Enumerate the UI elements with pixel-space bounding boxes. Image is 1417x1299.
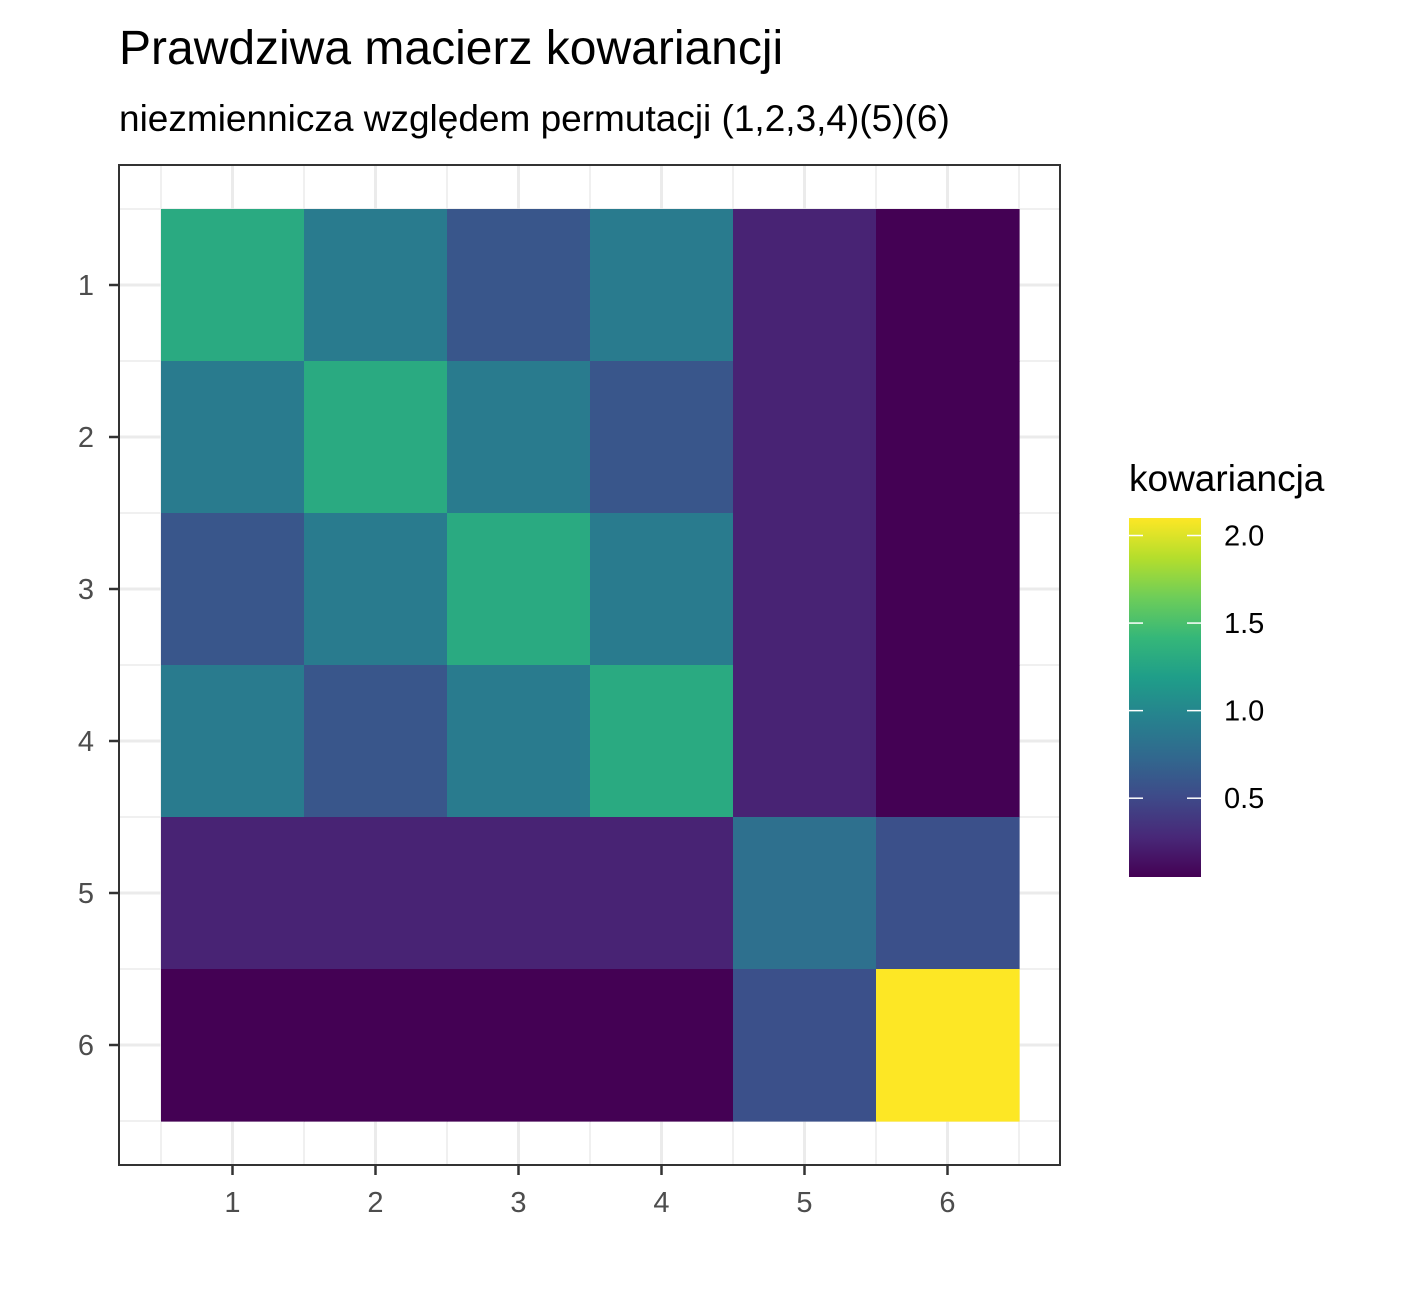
heatmap-tile-2-4 — [590, 361, 734, 514]
heatmap-tile-5-2 — [304, 817, 448, 970]
legend-tick-label: 2.0 — [1224, 521, 1264, 553]
heatmap-tile-5-1 — [161, 817, 305, 970]
heatmap-tile-5-4 — [590, 817, 734, 970]
heatmap-tile-3-5 — [733, 513, 877, 666]
legend-tick-label: 0.5 — [1224, 783, 1264, 815]
x-tick-label-2: 2 — [367, 1187, 383, 1219]
heatmap-tile-6-5 — [733, 969, 877, 1122]
heatmap-tile-6-2 — [304, 969, 448, 1122]
heatmap-tile-1-6 — [876, 209, 1020, 362]
y-tick-label-4: 4 — [78, 726, 94, 758]
heatmap-tile-2-2 — [304, 361, 448, 514]
heatmap-tile-4-1 — [161, 665, 305, 818]
heatmap-tile-1-5 — [733, 209, 877, 362]
legend-tick-label: 1.0 — [1224, 696, 1264, 728]
heatmap-tile-4-2 — [304, 665, 448, 818]
x-tick-label-3: 3 — [510, 1187, 526, 1219]
heatmap-tile-2-6 — [876, 361, 1020, 514]
legend-colorbar — [1129, 518, 1201, 877]
chart-subtitle: niezmiennicza względem permutacji (1,2,3… — [119, 98, 950, 139]
chart-title: Prawdziwa macierz kowariancji — [119, 22, 783, 75]
heatmap-tile-1-2 — [304, 209, 448, 362]
y-tick-label-2: 2 — [78, 422, 94, 454]
heatmap-tile-1-1 — [161, 209, 305, 362]
y-tick-label-6: 6 — [78, 1030, 94, 1062]
heatmap-tile-6-6 — [876, 969, 1020, 1122]
heatmap-tile-5-6 — [876, 817, 1020, 970]
heatmap-tile-4-3 — [447, 665, 591, 818]
heatmap-tile-3-4 — [590, 513, 734, 666]
plot-panel-border — [118, 164, 1061, 1166]
x-tick-label-6: 6 — [939, 1187, 955, 1219]
y-tick-label-1: 1 — [78, 270, 94, 302]
heatmap-tile-4-5 — [733, 665, 877, 818]
heatmap-tile-4-6 — [876, 665, 1020, 818]
heatmap-tile-5-5 — [733, 817, 877, 970]
heatmap-tile-3-3 — [447, 513, 591, 666]
heatmap-tile-3-2 — [304, 513, 448, 666]
heatmap-tile-3-1 — [161, 513, 305, 666]
heatmap-tile-6-4 — [590, 969, 734, 1122]
y-tick-label-5: 5 — [78, 878, 94, 910]
heatmap-tile-1-3 — [447, 209, 591, 362]
heatmap-tile-2-3 — [447, 361, 591, 514]
x-tick-label-5: 5 — [796, 1187, 812, 1219]
heatmap-tile-3-6 — [876, 513, 1020, 666]
heatmap-tiles — [161, 209, 1020, 1122]
heatmap-tile-6-1 — [161, 969, 305, 1122]
heatmap-tile-5-3 — [447, 817, 591, 970]
legend-title: kowariancja — [1129, 458, 1325, 499]
legend-tick-label: 1.5 — [1224, 608, 1264, 640]
x-tick-label-1: 1 — [224, 1187, 240, 1219]
heatmap-tile-1-4 — [590, 209, 734, 362]
x-tick-label-4: 4 — [653, 1187, 669, 1219]
heatmap-tile-4-4 — [590, 665, 734, 818]
axes: 1 2 3 4 5 6 1 2 3 4 5 6 — [78, 270, 956, 1219]
heatmap-tile-6-3 — [447, 969, 591, 1122]
heatmap-tile-2-1 — [161, 361, 305, 514]
legend-ticks: 0.5 1.0 1.5 2.0 — [1129, 521, 1264, 815]
heatmap-tile-2-5 — [733, 361, 877, 514]
y-tick-label-3: 3 — [78, 574, 94, 606]
